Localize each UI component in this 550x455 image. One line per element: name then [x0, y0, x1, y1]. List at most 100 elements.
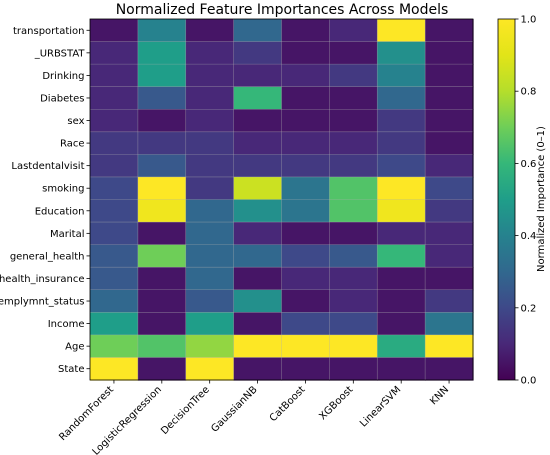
heatmap-cell: [377, 86, 426, 110]
heatmap-cell: [185, 41, 235, 65]
heatmap-cell: [281, 19, 330, 43]
grid-lines: [90, 19, 473, 380]
heatmap-cell: [233, 109, 283, 133]
y-tick-label: _URBSTAT: [34, 48, 86, 59]
colorbar-tick-label: 0.2: [521, 303, 537, 314]
heatmap-cell: [281, 64, 330, 88]
heatmap-cell: [377, 109, 426, 133]
y-tick-label: Income: [48, 319, 85, 330]
colorbar-tick-label: 1.0: [521, 15, 537, 26]
heatmap-cell: [137, 334, 187, 359]
heatmap-cell: [185, 176, 235, 201]
heatmap-cell: [90, 357, 139, 381]
heatmap-cell: [233, 64, 283, 88]
heatmap-cell: [281, 312, 330, 336]
heatmap-cell: [90, 19, 139, 43]
heatmap-cell: [137, 312, 187, 336]
heatmap-cell: [281, 222, 330, 246]
heatmap-cell: [281, 176, 330, 201]
heatmap-cell: [329, 222, 378, 246]
heatmap-cell: [233, 312, 283, 336]
heatmap-cell: [185, 357, 235, 381]
heatmap-cell: [425, 19, 474, 43]
x-axis-ticks: RandomForestLogisticRegressionDecisionTr…: [57, 380, 451, 455]
heatmap-cell: [185, 267, 235, 291]
heatmap-cell: [137, 267, 187, 291]
heatmap-cell: [90, 64, 139, 88]
heatmap-cell: [425, 109, 474, 133]
y-tick-label: smoking: [42, 184, 84, 195]
y-tick-label: Drinking: [42, 71, 84, 82]
heatmap-cell: [281, 109, 330, 133]
heatmap-cell: [137, 199, 187, 223]
heatmap-cell: [377, 267, 426, 291]
heatmap-cell: [185, 86, 235, 110]
heatmap-cell: [90, 41, 139, 65]
chart-title: Normalized Feature Importances Across Mo…: [116, 2, 449, 18]
heatmap-cell: [425, 86, 474, 110]
heatmap-cell: [377, 19, 426, 43]
heatmap-cell: [425, 176, 474, 201]
heatmap-cell: [377, 154, 426, 178]
heatmap-cell: [137, 131, 187, 155]
heatmap-cell: [137, 357, 187, 381]
heatmap-cell: [329, 357, 378, 381]
heatmap-cell: [281, 357, 330, 381]
colorbar-tick-label: 0.4: [521, 231, 537, 242]
heatmap-cell: [233, 19, 283, 43]
heatmap-cell: [233, 334, 283, 359]
colorbar: [497, 18, 516, 381]
heatmap-cell: [90, 131, 139, 155]
heatmap-cell: [329, 154, 378, 178]
heatmap-cell: [233, 131, 283, 155]
heatmap-cell: [377, 312, 426, 336]
heatmap-cell: [185, 131, 235, 155]
heatmap-cell: [233, 176, 283, 201]
heatmap-cell: [137, 109, 187, 133]
heatmap-cell: [185, 199, 235, 223]
heatmap-cell: [377, 334, 426, 359]
heatmap-cell: [233, 289, 283, 313]
heatmap-cell: [377, 199, 426, 223]
heatmap-cell: [137, 41, 187, 65]
y-tick-label: health_insurance: [0, 274, 85, 285]
heatmap-cell: [137, 222, 187, 246]
heatmap-cell: [90, 154, 139, 178]
heatmap-cell: [329, 109, 378, 133]
heatmap-cell: [90, 267, 139, 291]
heatmap-cell: [377, 176, 426, 201]
heatmap-cell: [137, 19, 187, 43]
heatmap-cell: [377, 357, 426, 381]
heatmap-cell: [425, 312, 474, 336]
heatmap-cell: [281, 244, 330, 268]
y-tick-label: general_health: [10, 251, 85, 262]
heatmap-cells: [90, 19, 474, 381]
heatmap-cell: [377, 41, 426, 65]
y-tick-label: Age: [65, 342, 84, 353]
colorbar-ticks: 0.0 0.2 0.4 0.6 0.8 1.0: [515, 15, 536, 387]
heatmap-cell: [329, 176, 378, 201]
heatmap-cell: [425, 154, 474, 178]
heatmap-cell: [329, 289, 378, 313]
y-tick-label: sex: [67, 116, 84, 127]
y-tick-label: Diabetes: [40, 93, 84, 104]
heatmap-cell: [233, 244, 283, 268]
x-tick-label: DecisionTree: [159, 384, 212, 437]
plot-frame: [89, 18, 474, 381]
heatmap-cell: [233, 41, 283, 65]
heatmap-cell: [90, 176, 139, 201]
heatmap-cell: [377, 64, 426, 88]
colorbar-tick-label: 0.8: [521, 87, 537, 98]
heatmap-cell: [329, 334, 378, 359]
heatmap-cell: [281, 199, 330, 223]
heatmap-cell: [329, 19, 378, 43]
heatmap-cell: [90, 86, 139, 110]
heatmap-cell: [329, 199, 378, 223]
heatmap-cell: [425, 289, 474, 313]
x-tick-label: KNN: [428, 384, 451, 407]
colorbar-tick-label: 0.6: [521, 159, 537, 170]
heatmap-cell: [90, 244, 139, 268]
heatmap-cell: [425, 64, 474, 88]
heatmap-cell: [281, 289, 330, 313]
heatmap-cell: [233, 222, 283, 246]
